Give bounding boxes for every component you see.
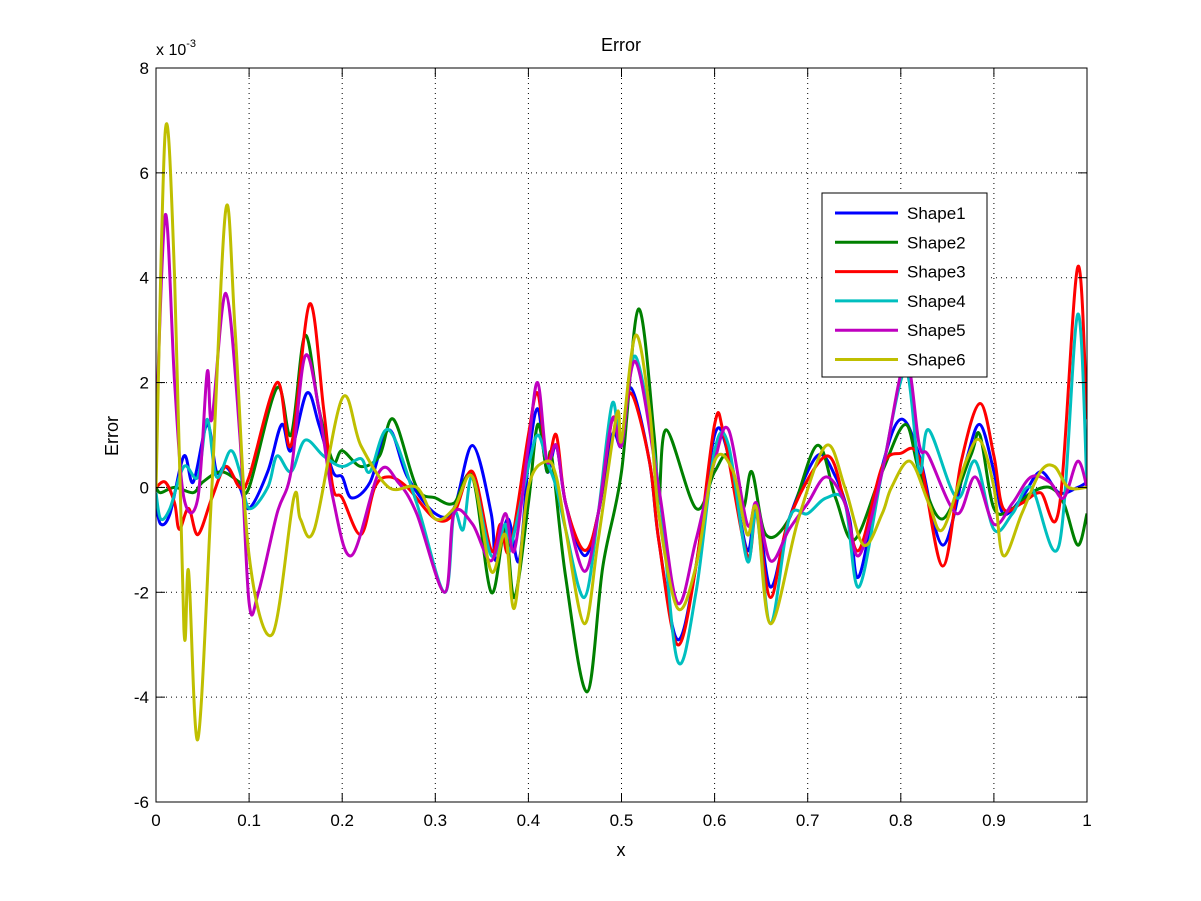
y-exponent-power: -3: [186, 38, 196, 50]
y-tick-label: 6: [140, 164, 149, 183]
axis-ticks: 0 0.1 0.2 0.3 0.4 0.5 0.6 0.7 0.8 0.9 1 -6 -4 -2 0 2 4 6 8: [134, 59, 1092, 830]
y-tick-label: 2: [140, 374, 149, 393]
legend: Shape1 Shape2 Shape3 Shape4 Shape5 Shape6: [821, 192, 988, 378]
x-tick-label: 0.7: [796, 811, 820, 830]
legend-label-shape2: Shape2: [907, 233, 966, 252]
x-tick-label: 0: [151, 811, 160, 830]
legend-label-shape6: Shape6: [907, 351, 966, 370]
series-line-shape1: [156, 386, 1087, 642]
legend-label-shape4: Shape4: [907, 292, 966, 311]
chart-title: Error: [601, 35, 641, 55]
y-exponent-base: x 10: [156, 42, 186, 59]
x-tick-label: 0.8: [889, 811, 913, 830]
x-tick-label: 0.5: [610, 811, 634, 830]
series-line-shape6: [156, 122, 1087, 742]
y-exponent-label: x 10-3: [156, 38, 196, 59]
x-tick-label: 0.4: [517, 811, 541, 830]
x-tick-label: 1: [1082, 811, 1091, 830]
y-tick-label: -6: [134, 793, 149, 812]
x-tick-label: 0.2: [330, 811, 354, 830]
y-tick-label: 0: [140, 478, 149, 497]
legend-label-shape3: Shape3: [907, 263, 966, 282]
y-tick-label: -4: [134, 688, 149, 707]
legend-label-shape1: Shape1: [907, 204, 966, 223]
x-axis-label: x: [617, 840, 626, 860]
x-tick-label: 0.6: [703, 811, 727, 830]
y-tick-label: 4: [140, 269, 149, 288]
x-tick-label: 0.1: [237, 811, 261, 830]
grid-lines: [156, 68, 1087, 802]
y-tick-label: -2: [134, 583, 149, 602]
x-tick-label: 0.3: [423, 811, 447, 830]
y-axis-label: Error: [102, 416, 122, 456]
legend-label-shape5: Shape5: [907, 321, 966, 340]
x-tick-label: 0.9: [982, 811, 1006, 830]
legend-box: [821, 192, 988, 378]
y-tick-label: 8: [140, 59, 149, 78]
